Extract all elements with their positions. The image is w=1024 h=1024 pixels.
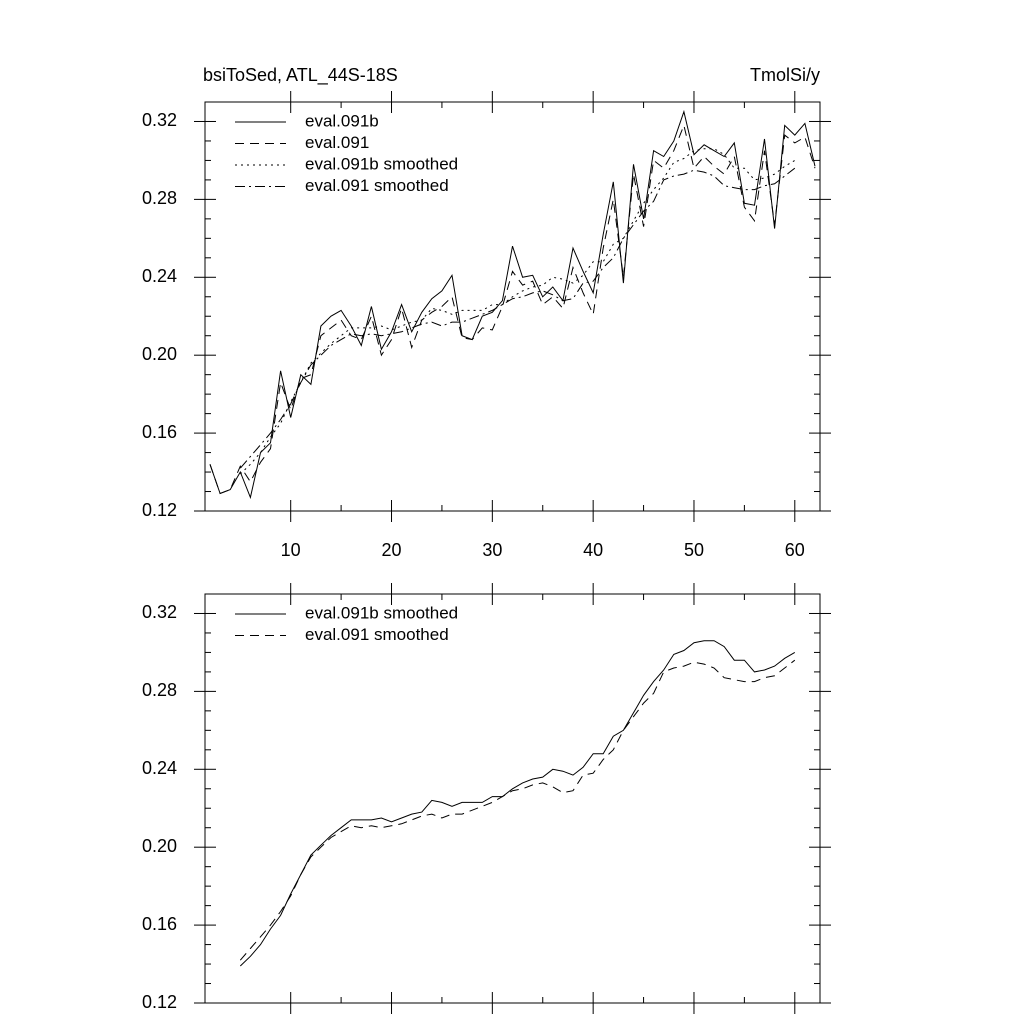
plot-frame bbox=[204, 101, 821, 512]
y-tick-label: 0.28 bbox=[142, 680, 177, 700]
series-line bbox=[239, 148, 796, 475]
x-tick-label: 30 bbox=[482, 540, 502, 560]
chart-title: bsiToSed, ATL_44S-18S bbox=[203, 65, 398, 86]
series-line bbox=[239, 640, 796, 967]
series-line bbox=[209, 109, 816, 500]
y-tick-label: 0.20 bbox=[142, 836, 177, 856]
series-line bbox=[239, 659, 796, 961]
y-tick-label: 0.24 bbox=[142, 266, 177, 286]
legend-label: eval.091b bbox=[305, 111, 379, 130]
legend-label: eval.091 smoothed bbox=[305, 176, 449, 195]
y-tick-label: 0.32 bbox=[142, 602, 177, 622]
y-tick-label: 0.16 bbox=[142, 422, 177, 442]
y-tick-label: 0.16 bbox=[142, 914, 177, 934]
legend-label: eval.091 smoothed bbox=[305, 625, 449, 644]
plot-frame bbox=[204, 593, 821, 1004]
y-tick-label: 0.20 bbox=[142, 344, 177, 364]
chart-units: TmolSi/y bbox=[750, 65, 820, 85]
series-line bbox=[209, 123, 816, 495]
y-tick-label: 0.24 bbox=[142, 758, 177, 778]
legend-label: eval.091 bbox=[305, 133, 369, 152]
x-tick-label: 10 bbox=[281, 540, 301, 560]
series-line bbox=[239, 167, 796, 469]
x-tick-label: 60 bbox=[785, 540, 805, 560]
y-tick-label: 0.32 bbox=[142, 110, 177, 130]
y-tick-label: 0.12 bbox=[142, 992, 177, 1012]
legend-label: eval.091b smoothed bbox=[305, 603, 458, 622]
x-tick-label: 20 bbox=[382, 540, 402, 560]
y-tick-label: 0.12 bbox=[142, 500, 177, 520]
x-tick-label: 40 bbox=[583, 540, 603, 560]
legend-label: eval.091b smoothed bbox=[305, 154, 458, 173]
y-tick-label: 0.28 bbox=[142, 188, 177, 208]
x-tick-label: 50 bbox=[684, 540, 704, 560]
